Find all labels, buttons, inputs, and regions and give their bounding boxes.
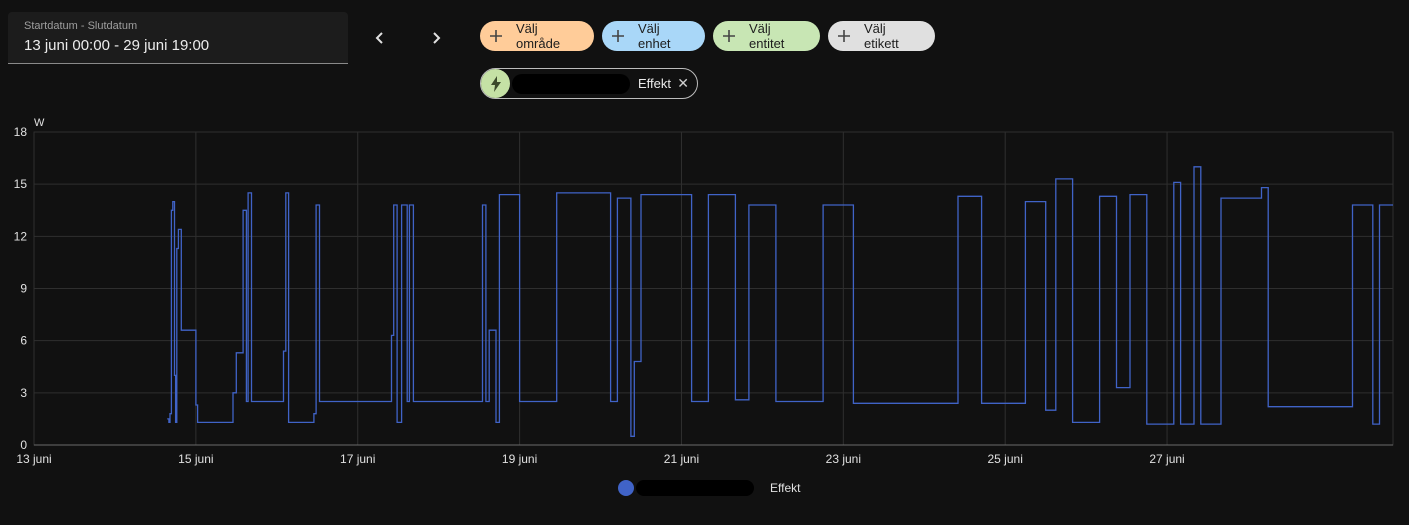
selected-entity-label: Effekt bbox=[638, 76, 672, 91]
legend-color-dot bbox=[618, 480, 634, 496]
x-tick-label: 23 juni bbox=[826, 452, 861, 466]
y-tick-label: 0 bbox=[20, 438, 27, 452]
legend-label: Effekt bbox=[770, 481, 801, 495]
previous-period-button[interactable] bbox=[364, 22, 396, 54]
plus-icon bbox=[610, 28, 626, 44]
date-range-value: 13 juni 00:00 - 29 juni 19:00 bbox=[24, 37, 210, 54]
plus-icon bbox=[836, 28, 852, 44]
plus-icon bbox=[721, 28, 737, 44]
choose-device-label: Välj enhet bbox=[638, 21, 671, 51]
plus-icon bbox=[488, 28, 504, 44]
close-icon[interactable]: ✕ bbox=[677, 75, 689, 91]
chevron-left-icon bbox=[375, 32, 383, 44]
x-tick-label: 25 juni bbox=[988, 452, 1023, 466]
lightning-icon bbox=[481, 69, 510, 98]
choose-area-label: Välj område bbox=[516, 21, 561, 51]
next-period-button[interactable] bbox=[420, 22, 452, 54]
chevron-right-icon bbox=[433, 32, 441, 44]
legend-item[interactable]: Effekt bbox=[618, 480, 800, 496]
x-tick-label: 21 juni bbox=[664, 452, 699, 466]
y-tick-label: 9 bbox=[20, 282, 27, 296]
redacted-entity-name bbox=[512, 73, 630, 94]
y-tick-label: 18 bbox=[14, 125, 28, 139]
choose-entity-chip[interactable]: Välj entitet bbox=[713, 21, 820, 51]
x-tick-label: 13 juni bbox=[16, 452, 51, 466]
choose-device-chip[interactable]: Välj enhet bbox=[602, 21, 705, 51]
x-tick-label: 15 juni bbox=[178, 452, 213, 466]
redacted-legend-name bbox=[636, 480, 754, 496]
y-tick-label: 3 bbox=[20, 386, 27, 400]
date-range-label: Startdatum - Slutdatum bbox=[24, 20, 138, 32]
x-tick-label: 19 juni bbox=[502, 452, 537, 466]
selected-entity-chip[interactable]: Effekt ✕ bbox=[480, 68, 698, 99]
y-axis-unit: W bbox=[34, 117, 45, 129]
choose-entity-label: Välj entitet bbox=[749, 21, 785, 51]
choose-area-chip[interactable]: Välj område bbox=[480, 21, 594, 51]
choose-label-chip[interactable]: Välj etikett bbox=[828, 21, 935, 51]
date-range-picker[interactable]: Startdatum - Slutdatum 13 juni 00:00 - 2… bbox=[8, 12, 348, 64]
series-line-effekt bbox=[167, 166, 1393, 437]
y-tick-label: 15 bbox=[14, 177, 28, 191]
y-tick-label: 12 bbox=[14, 229, 28, 243]
x-tick-label: 17 juni bbox=[340, 452, 375, 466]
x-tick-label: 27 juni bbox=[1149, 452, 1184, 466]
y-tick-label: 6 bbox=[20, 334, 27, 348]
choose-label-label: Välj etikett bbox=[864, 21, 899, 51]
